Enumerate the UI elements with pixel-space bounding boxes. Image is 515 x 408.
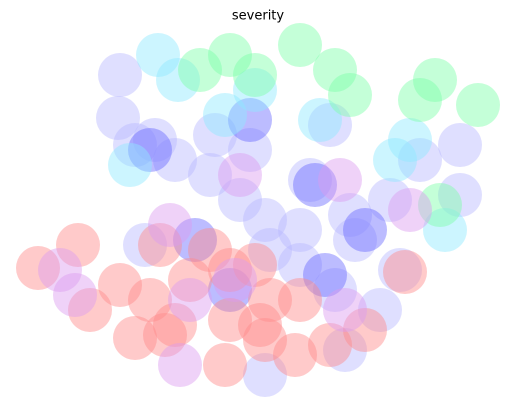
point [133, 118, 177, 162]
point [308, 103, 352, 147]
point [113, 316, 157, 360]
chart-title: severity [232, 9, 285, 24]
point [328, 73, 372, 117]
point [323, 328, 367, 372]
point [418, 183, 462, 227]
point [178, 48, 222, 92]
point [398, 78, 442, 122]
point [303, 253, 347, 297]
point [233, 243, 277, 287]
point [328, 193, 372, 237]
point [128, 128, 172, 172]
point [113, 123, 157, 167]
point [368, 178, 412, 222]
point [168, 278, 212, 322]
point [56, 223, 100, 267]
point [383, 250, 427, 294]
point [323, 288, 367, 332]
point [228, 98, 272, 142]
point [208, 33, 252, 77]
point [233, 68, 277, 112]
point [248, 278, 292, 322]
point [233, 53, 277, 97]
point [238, 303, 282, 347]
point [208, 268, 252, 312]
point [128, 278, 172, 322]
point [16, 246, 60, 290]
point [168, 258, 212, 302]
point [138, 223, 182, 267]
point [243, 353, 287, 397]
point [188, 153, 232, 197]
point [333, 218, 377, 262]
point [156, 58, 200, 102]
point [38, 248, 82, 292]
point [218, 153, 262, 197]
point [243, 318, 287, 362]
point [308, 323, 352, 367]
point [398, 138, 442, 182]
point [298, 98, 342, 142]
point [123, 223, 167, 267]
point [218, 178, 262, 222]
point [413, 58, 457, 102]
point [213, 258, 257, 302]
point [358, 288, 402, 332]
point [98, 53, 142, 97]
point [136, 33, 180, 77]
point [153, 138, 197, 182]
point [278, 208, 322, 252]
point [108, 143, 152, 187]
point [278, 243, 322, 287]
point [423, 208, 467, 252]
point [378, 248, 422, 292]
point [343, 308, 387, 352]
point [313, 48, 357, 92]
point [208, 298, 252, 342]
point [68, 288, 112, 332]
point [318, 158, 362, 202]
point [293, 163, 337, 207]
point [343, 208, 387, 252]
point [248, 228, 292, 272]
point [456, 83, 500, 127]
point [438, 123, 482, 167]
point [203, 93, 247, 137]
point [388, 188, 432, 232]
point [143, 313, 187, 357]
point [313, 268, 357, 312]
point [153, 303, 197, 347]
point [438, 173, 482, 217]
point [288, 158, 332, 202]
point [203, 343, 247, 387]
point [273, 333, 317, 377]
point [243, 198, 287, 242]
point [148, 203, 192, 247]
point [96, 96, 140, 140]
point [158, 343, 202, 387]
point [208, 248, 252, 292]
point [228, 128, 272, 172]
point [98, 263, 142, 307]
point [188, 228, 232, 272]
point [173, 218, 217, 262]
point [278, 278, 322, 322]
point [53, 273, 97, 317]
point [373, 138, 417, 182]
point [388, 118, 432, 162]
point [193, 113, 237, 157]
point [278, 23, 322, 67]
